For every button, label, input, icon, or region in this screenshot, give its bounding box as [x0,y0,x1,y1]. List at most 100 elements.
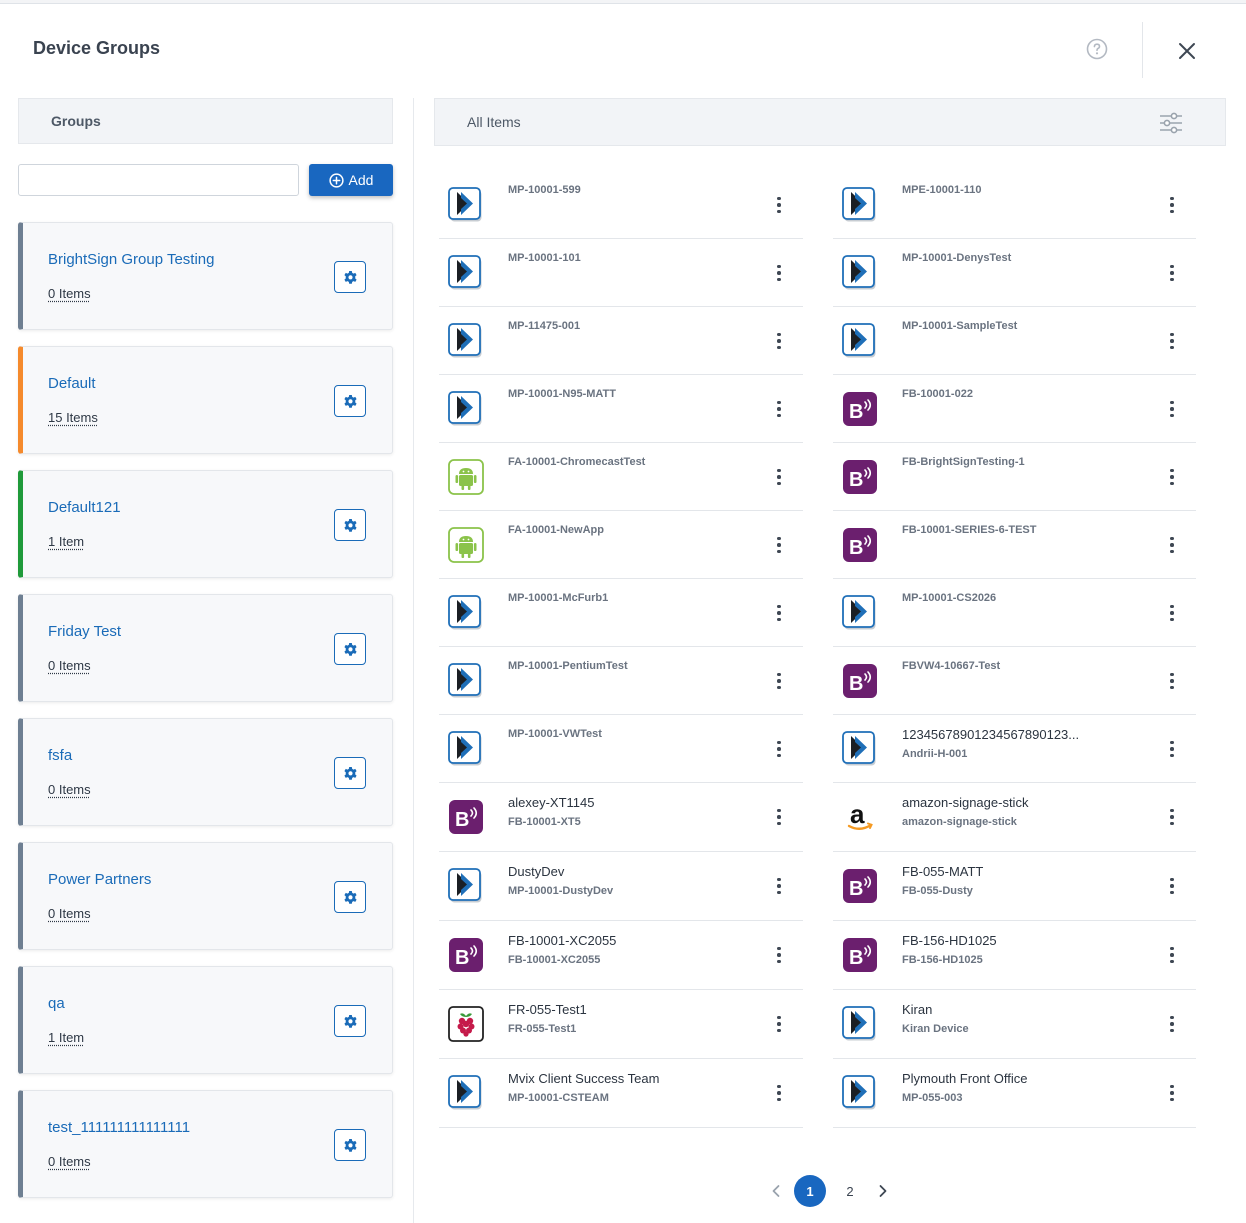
device-item[interactable]: Mvix Client Success Team MP-10001-CSTEAM [439,1059,803,1128]
more-options-icon[interactable] [769,671,789,691]
more-options-icon[interactable] [769,603,789,623]
more-options-icon[interactable] [769,876,789,896]
more-options-icon[interactable] [1162,467,1182,487]
more-options-icon[interactable] [769,807,789,827]
group-card[interactable]: Power Partners 0 Items [18,842,393,950]
group-name[interactable]: Friday Test [48,623,122,640]
brightsign-icon: B [842,391,878,427]
group-name[interactable]: Power Partners [48,871,152,888]
mvix-player-icon [448,663,484,699]
more-options-icon[interactable] [769,331,789,351]
more-options-icon[interactable] [1162,1014,1182,1034]
device-item[interactable]: B FBVW4-10667-Test [833,647,1196,715]
device-item[interactable]: B FB-156-HD1025 FB-156-HD1025 [833,921,1196,990]
more-options-icon[interactable] [769,739,789,759]
more-options-icon[interactable] [1162,535,1182,555]
device-item[interactable]: MP-10001-PentiumTest [439,647,803,715]
group-item-count[interactable]: 0 Items [48,906,91,921]
group-search-input[interactable] [18,164,299,196]
more-options-icon[interactable] [769,467,789,487]
device-item[interactable]: FR-055-Test1 FR-055-Test1 [439,990,803,1059]
more-options-icon[interactable] [1162,1083,1182,1103]
device-item[interactable]: Plymouth Front Office MP-055-003 [833,1059,1196,1128]
group-settings-button[interactable] [334,509,366,541]
filter-settings-icon[interactable] [1158,110,1184,136]
group-card[interactable]: Friday Test 0 Items [18,594,393,702]
group-card[interactable]: Default 15 Items [18,346,393,454]
group-item-count[interactable]: 1 Item [48,1030,85,1045]
group-settings-button[interactable] [334,385,366,417]
more-options-icon[interactable] [1162,331,1182,351]
group-item-count[interactable]: 0 Items [48,782,91,797]
device-item[interactable]: FA-10001-NewApp [439,511,803,579]
group-item-count[interactable]: 0 Items [48,286,91,301]
device-item[interactable]: MP-10001-CS2026 [833,579,1196,647]
group-settings-button[interactable] [334,1005,366,1037]
more-options-icon[interactable] [1162,807,1182,827]
device-item[interactable]: a amazon-signage-stick amazon-signage-stic… [833,783,1196,852]
group-name[interactable]: BrightSign Group Testing [48,251,215,268]
more-options-icon[interactable] [769,945,789,965]
group-item-count[interactable]: 15 Items [48,410,98,425]
group-settings-button[interactable] [334,1129,366,1161]
device-item[interactable]: B FB-10001-XC2055 FB-10001-XC2055 [439,921,803,990]
group-card[interactable]: BrightSign Group Testing 0 Items [18,222,393,330]
close-icon[interactable] [1176,40,1198,62]
device-item[interactable]: MP-10001-VWTest [439,715,803,783]
more-options-icon[interactable] [1162,195,1182,215]
next-page-button[interactable] [873,1175,893,1207]
group-settings-button[interactable] [334,881,366,913]
group-item-count[interactable]: 0 Items [48,658,91,673]
device-item[interactable]: MP-10001-SampleTest [833,307,1196,375]
device-item[interactable]: MP-10001-DenysTest [833,239,1196,307]
more-options-icon[interactable] [1162,671,1182,691]
page-2-button[interactable]: 2 [846,1183,854,1199]
more-options-icon[interactable] [1162,876,1182,896]
device-item[interactable]: DustyDev MP-10001-DustyDev [439,852,803,921]
more-options-icon[interactable] [1162,399,1182,419]
device-item[interactable]: B FB-10001-022 [833,375,1196,443]
more-options-icon[interactable] [769,195,789,215]
more-options-icon[interactable] [1162,739,1182,759]
group-item-count[interactable]: 0 Items [48,1154,91,1169]
group-name[interactable]: fsfa [48,747,73,764]
more-options-icon[interactable] [769,263,789,283]
device-item[interactable]: MP-10001-McFurb1 [439,579,803,647]
more-options-icon[interactable] [1162,945,1182,965]
device-item[interactable]: MP-10001-N95-MATT [439,375,803,443]
device-item[interactable]: MP-10001-101 [439,239,803,307]
more-options-icon[interactable] [769,1014,789,1034]
group-name[interactable]: Default [48,375,96,392]
group-card[interactable]: qa 1 Item [18,966,393,1074]
more-options-icon[interactable] [769,535,789,555]
group-name[interactable]: Default121 [48,499,121,516]
more-options-icon[interactable] [769,1083,789,1103]
group-card[interactable]: test_111111111111111 0 Items [18,1090,393,1198]
device-item[interactable]: B FB-055-MATT FB-055-Dusty [833,852,1196,921]
group-settings-button[interactable] [334,757,366,789]
more-options-icon[interactable] [1162,263,1182,283]
group-card[interactable]: Default121 1 Item [18,470,393,578]
device-item[interactable]: B FB-BrightSignTesting-1 [833,443,1196,511]
group-name[interactable]: test_111111111111111 [48,1119,191,1136]
device-item[interactable]: MP-11475-001 [439,307,803,375]
group-settings-button[interactable] [334,261,366,293]
header-divider [1142,22,1143,78]
prev-page-button[interactable] [766,1175,786,1207]
device-item[interactable]: FA-10001-ChromecastTest [439,443,803,511]
add-group-button[interactable]: Add [309,164,393,196]
more-options-icon[interactable] [1162,603,1182,623]
group-name[interactable]: qa [48,995,65,1012]
help-icon[interactable] [1086,38,1108,60]
device-item[interactable]: MP-10001-599 [439,171,803,239]
page-1-button[interactable]: 1 [794,1175,826,1207]
group-item-count[interactable]: 1 Item [48,534,85,549]
device-item[interactable]: MPE-10001-110 [833,171,1196,239]
device-item[interactable]: 12345678901234567890123... Andrii-H-001 [833,715,1196,783]
group-card[interactable]: fsfa 0 Items [18,718,393,826]
device-item[interactable]: Kiran Kiran Device [833,990,1196,1059]
device-item[interactable]: B FB-10001-SERIES-6-TEST [833,511,1196,579]
more-options-icon[interactable] [769,399,789,419]
group-settings-button[interactable] [334,633,366,665]
